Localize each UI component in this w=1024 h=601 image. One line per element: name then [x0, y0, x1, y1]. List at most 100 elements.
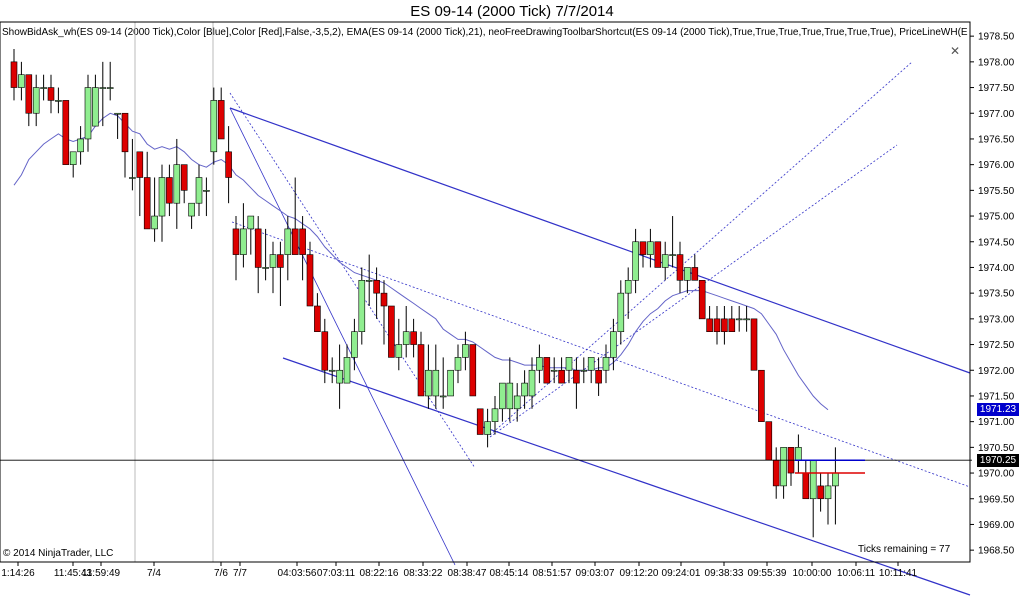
candle — [277, 241, 284, 306]
candle-down — [277, 254, 284, 268]
x-tick-label: 11:45:43 — [54, 568, 93, 579]
price-line — [0, 459, 972, 474]
candles — [10, 49, 839, 538]
y-tick-label: 1972.00 — [978, 366, 1015, 377]
candle-up — [528, 369, 536, 397]
candle — [247, 215, 255, 255]
ticks-remaining: Ticks remaining = 77 — [858, 544, 951, 555]
candle — [232, 216, 240, 281]
y-tick-label: 1972.50 — [978, 340, 1015, 351]
candle — [402, 306, 410, 358]
candle-up — [669, 254, 676, 256]
candle — [654, 241, 662, 268]
candle-up — [491, 408, 499, 422]
candle-up — [439, 395, 447, 398]
candle-down — [136, 151, 144, 178]
y-tick-label: 1978.00 — [978, 57, 1015, 68]
candle-up — [425, 369, 432, 397]
candle — [84, 74, 92, 152]
y-tick-label: 1976.00 — [978, 160, 1015, 171]
candle — [92, 74, 99, 127]
candle-up — [454, 357, 462, 371]
candle-down — [476, 408, 484, 435]
candle — [180, 164, 188, 204]
candle-down — [121, 112, 129, 153]
candle-down — [306, 254, 314, 307]
candle-up — [462, 344, 469, 358]
x-tick-label: 08:45:14 — [490, 568, 529, 579]
candle-up — [351, 331, 358, 358]
chart-title: ES 09-14 (2000 Tick) 7/7/2014 — [410, 3, 614, 20]
candle — [328, 357, 336, 384]
candle-up — [536, 357, 543, 371]
candle-up — [262, 267, 269, 269]
candle-up — [506, 382, 514, 410]
candle — [595, 357, 602, 396]
candle-up — [247, 215, 255, 230]
candle — [55, 87, 62, 114]
candle-up — [610, 331, 617, 358]
candle — [395, 318, 403, 371]
candle-down — [232, 228, 240, 255]
candle — [240, 203, 247, 268]
candle — [136, 151, 144, 217]
candle — [32, 74, 40, 127]
candle — [321, 318, 329, 384]
candle — [284, 216, 292, 281]
candle-down — [291, 228, 299, 255]
candle-down — [595, 369, 602, 384]
candle-up — [565, 357, 573, 371]
x-tick-label: 09:24:01 — [662, 568, 701, 579]
candle-up — [743, 318, 750, 321]
y-tick-label: 1978.50 — [978, 32, 1015, 43]
candle-down — [639, 241, 647, 255]
candle — [143, 151, 151, 230]
candle-up — [617, 292, 625, 332]
ema-polyline — [13, 112, 829, 411]
channel-line — [231, 221, 971, 488]
candle-up — [203, 190, 210, 192]
candle-down — [314, 305, 321, 333]
candle-up — [395, 344, 403, 358]
candle — [558, 357, 565, 384]
candle — [225, 126, 232, 204]
candle-down — [543, 357, 551, 384]
y-tick-label: 1968.50 — [978, 546, 1015, 557]
y-tick-label: 1971.00 — [978, 417, 1015, 428]
candle-up — [809, 459, 817, 500]
candle — [787, 447, 795, 486]
candle — [417, 331, 425, 397]
candle-up — [284, 228, 292, 255]
candle — [691, 254, 699, 281]
x-tick-label: 7/6 — [214, 568, 228, 579]
candle — [624, 267, 632, 319]
candle — [188, 202, 195, 229]
candle — [129, 138, 136, 191]
candle — [743, 306, 750, 332]
channel-line — [489, 61, 913, 436]
y-axis: 1968.50 1969.00 1969.50 1970.00 1970.50 1971.… — [970, 32, 1015, 557]
x-tick-label: 08:33:22 — [404, 568, 443, 579]
y-tick-label: 1973.50 — [978, 289, 1015, 300]
candle-down — [654, 241, 662, 268]
candle — [824, 473, 832, 525]
x-tick-label: 10:06:11 — [837, 568, 876, 579]
x-tick-label: 11:59:49 — [82, 568, 121, 579]
candle — [25, 74, 33, 127]
candle — [432, 344, 440, 409]
candle-down — [573, 369, 580, 384]
candle — [425, 344, 432, 409]
candle-down — [25, 74, 33, 114]
candle — [698, 279, 706, 320]
channel-line — [229, 92, 476, 469]
candle — [713, 306, 721, 345]
close-icon[interactable]: ✕ — [950, 44, 961, 58]
candle-up — [92, 87, 99, 127]
candle — [373, 267, 380, 319]
candle — [758, 369, 765, 422]
x-tick-label: 09:38:33 — [705, 568, 744, 579]
y-tick-label: 1974.50 — [978, 237, 1015, 248]
candle — [262, 228, 269, 281]
channel-line — [489, 144, 898, 438]
